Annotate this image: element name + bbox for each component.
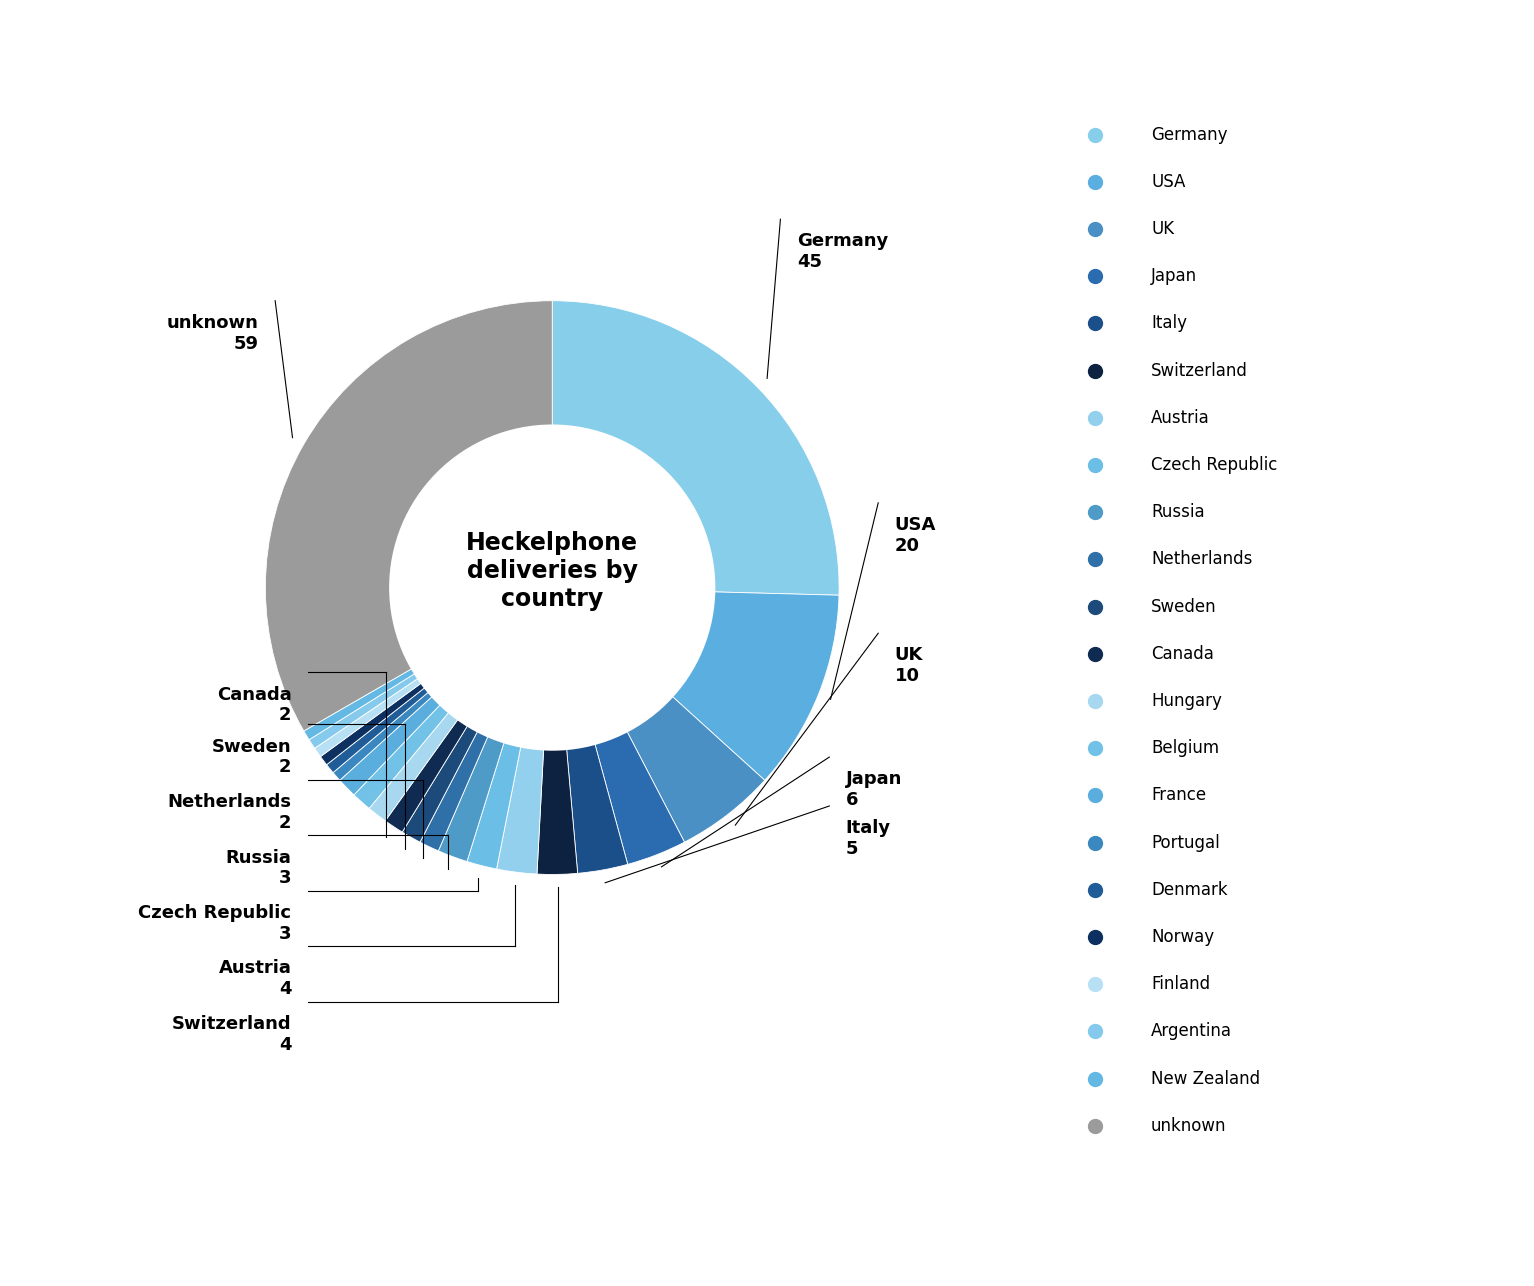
Wedge shape xyxy=(321,676,434,765)
Wedge shape xyxy=(566,732,627,873)
Text: Italy
5: Italy 5 xyxy=(845,819,891,858)
Text: USA
20: USA 20 xyxy=(894,516,936,554)
Text: Canada: Canada xyxy=(1150,644,1213,662)
Text: UK: UK xyxy=(1150,220,1174,238)
Text: Netherlands
2: Netherlands 2 xyxy=(167,793,291,832)
Wedge shape xyxy=(370,703,465,820)
Text: Switzerland: Switzerland xyxy=(1150,361,1249,379)
Wedge shape xyxy=(537,737,578,874)
Wedge shape xyxy=(333,684,442,781)
Wedge shape xyxy=(420,720,492,851)
Wedge shape xyxy=(304,662,425,739)
Text: USA: USA xyxy=(1150,172,1186,190)
Text: Portugal: Portugal xyxy=(1150,833,1220,851)
Wedge shape xyxy=(663,592,839,781)
Wedge shape xyxy=(265,301,552,730)
Text: Austria
4: Austria 4 xyxy=(218,959,291,998)
Text: Austria: Austria xyxy=(1150,409,1210,427)
Wedge shape xyxy=(385,710,474,832)
Text: unknown: unknown xyxy=(1150,1116,1227,1134)
Text: Belgium: Belgium xyxy=(1150,739,1220,757)
Wedge shape xyxy=(592,720,684,864)
Text: unknown
59: unknown 59 xyxy=(167,314,259,352)
Text: Canada
2: Canada 2 xyxy=(216,685,291,724)
Text: UK
10: UK 10 xyxy=(894,647,923,685)
Text: Czech Republic: Czech Republic xyxy=(1150,457,1278,475)
Wedge shape xyxy=(466,730,523,869)
Wedge shape xyxy=(314,671,431,756)
Wedge shape xyxy=(439,725,508,862)
Wedge shape xyxy=(621,688,765,842)
Text: France: France xyxy=(1150,786,1206,804)
Wedge shape xyxy=(354,696,457,809)
Text: Russia
3: Russia 3 xyxy=(225,849,291,887)
Text: Japan: Japan xyxy=(1150,267,1197,285)
Text: Heckelphone
deliveries by
country: Heckelphone deliveries by country xyxy=(466,531,638,611)
Text: Germany
45: Germany 45 xyxy=(796,233,888,271)
Wedge shape xyxy=(327,680,437,773)
Text: Sweden
2: Sweden 2 xyxy=(212,738,291,777)
Wedge shape xyxy=(402,715,483,842)
Wedge shape xyxy=(308,667,428,748)
Text: Switzerland
4: Switzerland 4 xyxy=(172,1015,291,1053)
Text: Netherlands: Netherlands xyxy=(1150,550,1252,568)
Text: Czech Republic
3: Czech Republic 3 xyxy=(138,904,291,943)
Wedge shape xyxy=(339,688,448,795)
Text: Denmark: Denmark xyxy=(1150,881,1227,899)
Text: Norway: Norway xyxy=(1150,928,1215,946)
Wedge shape xyxy=(552,301,839,595)
Text: Argentina: Argentina xyxy=(1150,1022,1232,1040)
Wedge shape xyxy=(497,734,545,874)
Text: Russia: Russia xyxy=(1150,503,1204,521)
Text: Hungary: Hungary xyxy=(1150,692,1223,710)
Text: New Zealand: New Zealand xyxy=(1150,1070,1261,1088)
Circle shape xyxy=(390,424,715,751)
Text: Germany: Germany xyxy=(1150,126,1227,144)
Text: Italy: Italy xyxy=(1150,314,1187,332)
Text: Japan
6: Japan 6 xyxy=(845,770,902,809)
Text: Sweden: Sweden xyxy=(1150,598,1216,616)
Text: Finland: Finland xyxy=(1150,975,1210,993)
